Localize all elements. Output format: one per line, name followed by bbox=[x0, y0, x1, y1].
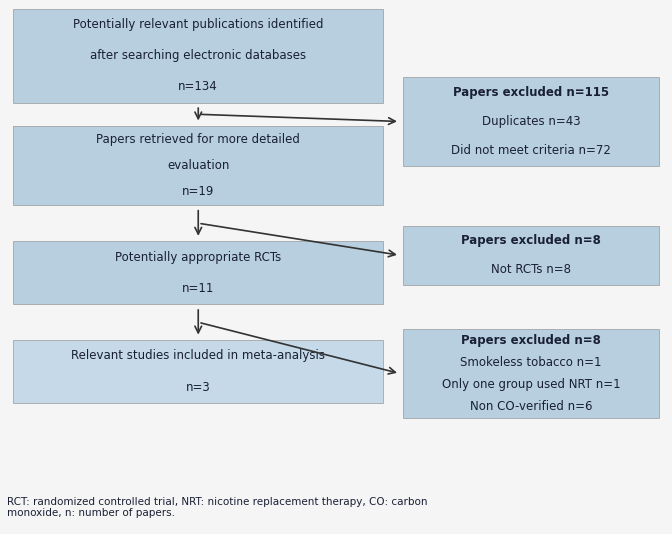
Text: Did not meet criteria n=72: Did not meet criteria n=72 bbox=[451, 144, 611, 158]
Text: Papers excluded n=115: Papers excluded n=115 bbox=[453, 85, 609, 99]
Text: RCT: randomized controlled trial, NRT: nicotine replacement therapy, CO: carbon
: RCT: randomized controlled trial, NRT: n… bbox=[7, 497, 427, 518]
FancyBboxPatch shape bbox=[403, 226, 659, 285]
Text: evaluation: evaluation bbox=[167, 159, 229, 172]
Text: Potentially relevant publications identified: Potentially relevant publications identi… bbox=[73, 18, 323, 31]
FancyBboxPatch shape bbox=[13, 241, 383, 304]
Text: Smokeless tobacco n=1: Smokeless tobacco n=1 bbox=[460, 356, 601, 369]
Text: Papers excluded n=8: Papers excluded n=8 bbox=[461, 234, 601, 247]
Text: n=11: n=11 bbox=[182, 282, 214, 295]
FancyBboxPatch shape bbox=[13, 126, 383, 205]
Text: Papers retrieved for more detailed: Papers retrieved for more detailed bbox=[96, 132, 300, 146]
FancyBboxPatch shape bbox=[403, 77, 659, 166]
Text: Papers excluded n=8: Papers excluded n=8 bbox=[461, 334, 601, 347]
FancyBboxPatch shape bbox=[13, 340, 383, 403]
FancyBboxPatch shape bbox=[403, 329, 659, 418]
Text: Only one group used NRT n=1: Only one group used NRT n=1 bbox=[442, 378, 620, 391]
Text: Duplicates n=43: Duplicates n=43 bbox=[482, 115, 580, 128]
Text: after searching electronic databases: after searching electronic databases bbox=[90, 49, 306, 62]
Text: Non CO-verified n=6: Non CO-verified n=6 bbox=[470, 400, 592, 413]
Text: n=19: n=19 bbox=[182, 185, 214, 199]
Text: Potentially appropriate RCTs: Potentially appropriate RCTs bbox=[115, 250, 282, 264]
Text: Relevant studies included in meta-analysis: Relevant studies included in meta-analys… bbox=[71, 349, 325, 363]
Text: n=3: n=3 bbox=[186, 381, 210, 394]
Text: n=134: n=134 bbox=[178, 81, 218, 93]
FancyBboxPatch shape bbox=[13, 9, 383, 103]
Text: Not RCTs n=8: Not RCTs n=8 bbox=[491, 263, 571, 277]
